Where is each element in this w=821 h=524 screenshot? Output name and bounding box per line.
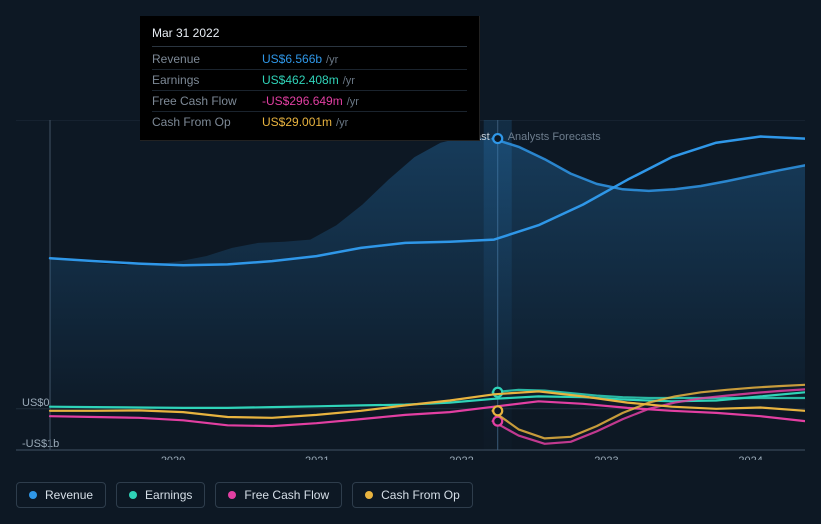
svg-text:-US$1b: -US$1b bbox=[22, 438, 59, 450]
svg-text:2023: 2023 bbox=[594, 455, 618, 460]
tooltip-unit: /yr bbox=[336, 117, 348, 129]
legend-item-revenue[interactable]: Revenue bbox=[16, 482, 106, 508]
legend-label: Earnings bbox=[145, 488, 192, 502]
chart-tooltip: Mar 31 2022 Revenue US$6.566b /yr Earnin… bbox=[140, 16, 480, 141]
legend-label: Revenue bbox=[45, 488, 93, 502]
legend-label: Free Cash Flow bbox=[244, 488, 329, 502]
tooltip-label: Revenue bbox=[152, 52, 262, 66]
tooltip-row-earnings: Earnings US$462.408m /yr bbox=[152, 70, 467, 91]
forecast-label: Analysts Forecasts bbox=[508, 131, 601, 143]
tooltip-label: Earnings bbox=[152, 73, 262, 87]
tooltip-row-cfo: Cash From Op US$29.001m /yr bbox=[152, 112, 467, 132]
chart-svg: US$7bUS$0-US$1b20202021202220232024 bbox=[16, 120, 805, 460]
legend-item-fcf[interactable]: Free Cash Flow bbox=[215, 482, 342, 508]
tooltip-value: US$462.408m bbox=[262, 73, 339, 87]
tooltip-value: US$6.566b bbox=[262, 52, 322, 66]
tooltip-row-fcf: Free Cash Flow -US$296.649m /yr bbox=[152, 91, 467, 112]
tooltip-label: Cash From Op bbox=[152, 115, 262, 129]
tooltip-value: US$29.001m bbox=[262, 115, 332, 129]
svg-text:2021: 2021 bbox=[305, 455, 329, 460]
legend-dot bbox=[228, 491, 236, 499]
svg-text:2020: 2020 bbox=[161, 455, 185, 460]
svg-text:2022: 2022 bbox=[449, 455, 473, 460]
svg-text:US$0: US$0 bbox=[22, 397, 50, 409]
tooltip-row-revenue: Revenue US$6.566b /yr bbox=[152, 49, 467, 70]
legend-dot bbox=[365, 491, 373, 499]
legend-item-cfo[interactable]: Cash From Op bbox=[352, 482, 473, 508]
chart-legend: Revenue Earnings Free Cash Flow Cash Fro… bbox=[16, 482, 473, 508]
tooltip-label: Free Cash Flow bbox=[152, 94, 262, 108]
legend-dot bbox=[129, 491, 137, 499]
legend-dot bbox=[29, 491, 37, 499]
tooltip-unit: /yr bbox=[326, 54, 338, 66]
tooltip-unit: /yr bbox=[347, 96, 359, 108]
tooltip-date: Mar 31 2022 bbox=[152, 26, 467, 47]
tooltip-value: -US$296.649m bbox=[262, 94, 343, 108]
legend-label: Cash From Op bbox=[381, 488, 460, 502]
tooltip-unit: /yr bbox=[343, 75, 355, 87]
chart-area[interactable]: US$7bUS$0-US$1b20202021202220232024 Past… bbox=[16, 120, 805, 450]
svg-text:2024: 2024 bbox=[738, 455, 762, 460]
legend-item-earnings[interactable]: Earnings bbox=[116, 482, 205, 508]
